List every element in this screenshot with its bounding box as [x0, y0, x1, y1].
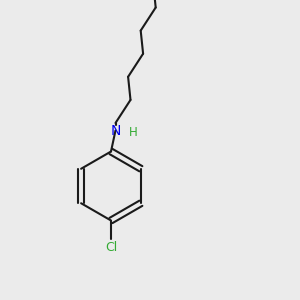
- Text: Cl: Cl: [105, 241, 117, 254]
- Text: H: H: [129, 126, 138, 140]
- Text: N: N: [110, 124, 121, 137]
